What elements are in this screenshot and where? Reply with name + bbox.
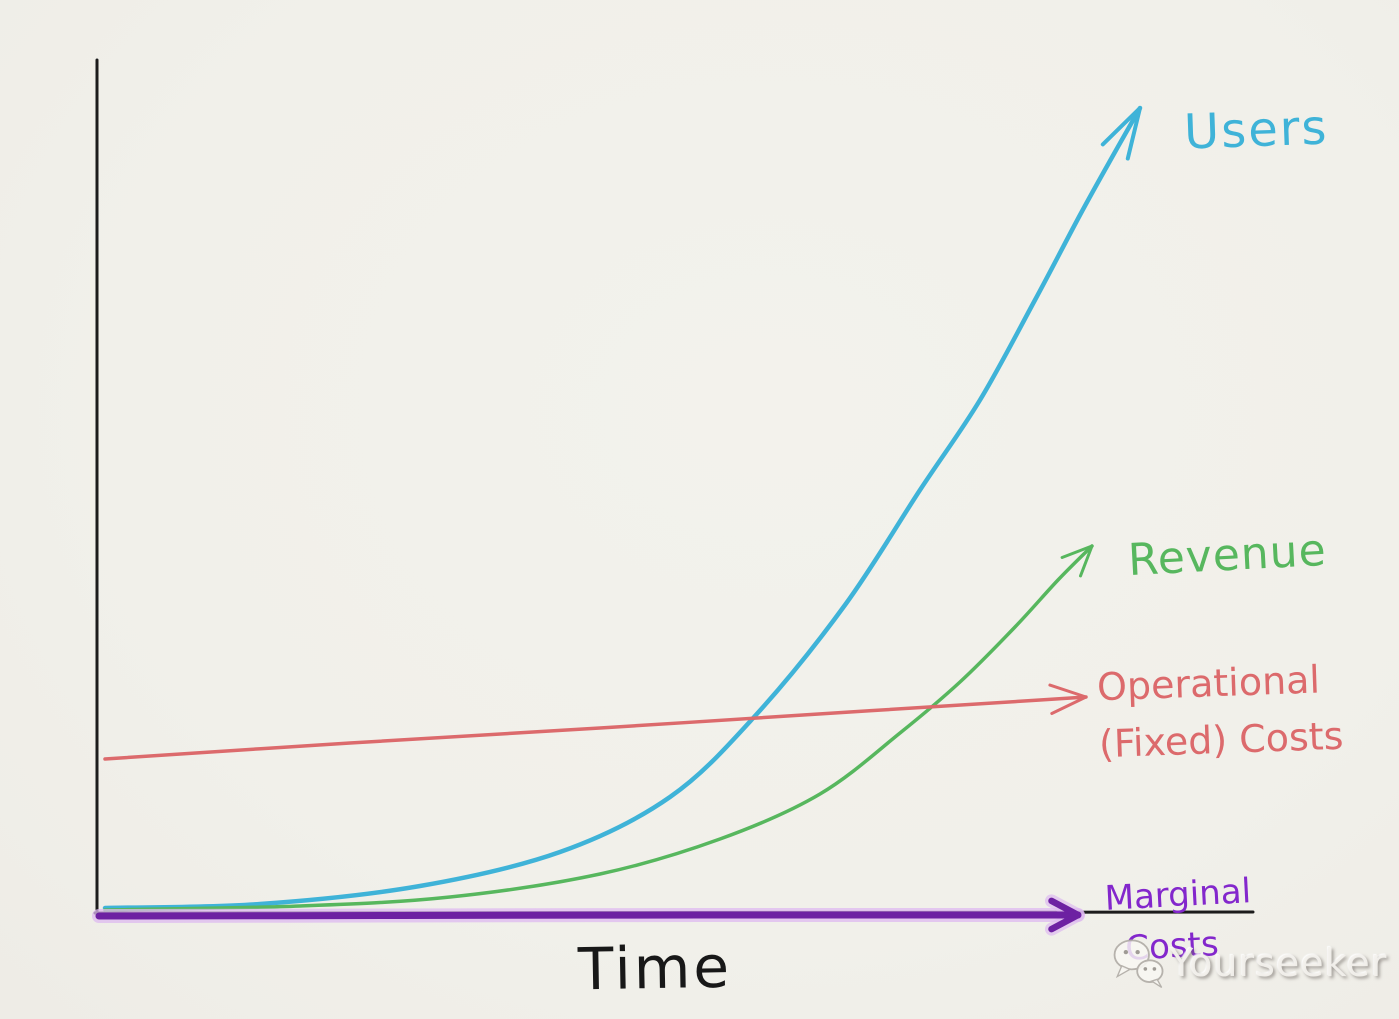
revenue-label-text: Revenue (1126, 524, 1328, 587)
marginal-costs-arrowhead (1048, 897, 1082, 933)
marginal-costs-label-line1: Marginal (1103, 871, 1253, 919)
watermark-text: Yourseeker (1170, 941, 1388, 985)
operational-costs-label: Operational (Fixed) Costs (1096, 651, 1344, 773)
operational-costs-label-line1: Operational (1096, 657, 1321, 710)
users-label-text: Users (1183, 99, 1330, 161)
revenue-arrowhead (1060, 544, 1094, 578)
operational-fixed-costs-arrowhead (1048, 683, 1088, 715)
users-arrowhead (1100, 106, 1142, 161)
users-curve (102, 105, 1143, 911)
operational-costs-label-line2: (Fixed) Costs (1098, 713, 1345, 767)
revenue-label: Revenue (1127, 525, 1328, 586)
watermark: Yourseeker (1110, 934, 1387, 992)
users-label: Users (1183, 99, 1329, 160)
x-axis-title: Time (577, 932, 733, 1004)
wechat-icon (1113, 939, 1164, 989)
marginal-costs-curve (95, 911, 1082, 920)
revenue-curve (103, 544, 1094, 912)
operational-fixed-costs-curve (103, 695, 1088, 761)
